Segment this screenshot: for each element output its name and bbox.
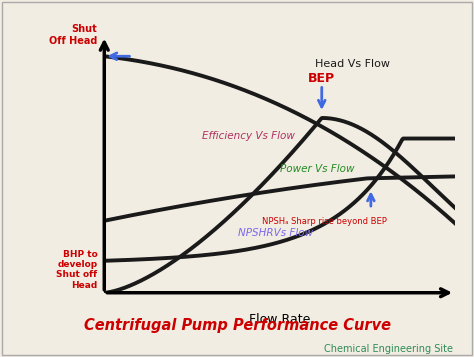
Text: NPSHₐ Sharp rise beyond BEP: NPSHₐ Sharp rise beyond BEP bbox=[262, 217, 387, 226]
Text: NPSHRVs Flow: NPSHRVs Flow bbox=[237, 228, 313, 238]
Text: Chemical Engineering Site: Chemical Engineering Site bbox=[324, 344, 453, 354]
Text: Flow Rate: Flow Rate bbox=[249, 313, 310, 326]
Text: Efficiency Vs Flow: Efficiency Vs Flow bbox=[202, 131, 295, 141]
Text: BEP: BEP bbox=[308, 72, 335, 85]
Text: Centrifugal Pump Performance Curve: Centrifugal Pump Performance Curve bbox=[83, 318, 391, 333]
Text: BHP to
develop
Shut off
Head: BHP to develop Shut off Head bbox=[56, 250, 97, 290]
Text: Head Vs Flow: Head Vs Flow bbox=[315, 59, 390, 69]
Text: Power Vs Flow: Power Vs Flow bbox=[280, 164, 354, 174]
Text: Shut
Off Head: Shut Off Head bbox=[49, 24, 97, 46]
